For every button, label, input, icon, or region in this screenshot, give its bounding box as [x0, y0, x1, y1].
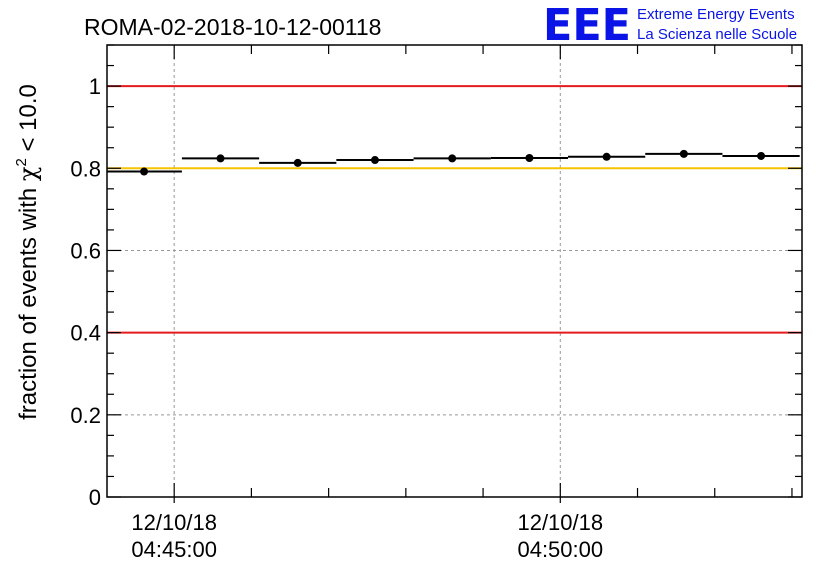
eee-logo-mark: EEE [543, 0, 631, 51]
x-tick-date-0: 12/10/18 [131, 510, 217, 535]
data-point-0 [140, 167, 149, 176]
plot-frame [106, 44, 803, 498]
reference-lines [107, 85, 802, 334]
data-point-6 [602, 152, 611, 161]
x-tick-time-0: 04:45:00 [131, 537, 217, 562]
y-axis-label: fraction of events with χ2 < 10.0 [13, 84, 42, 420]
tick-labels: 00.20.40.60.8112/10/1804:45:0012/10/1804… [70, 74, 603, 562]
data-point-7 [679, 149, 688, 158]
eee-logo-line2: La Scienza nelle Scuole [637, 26, 797, 43]
data-point-5 [525, 154, 534, 162]
data-points [107, 149, 800, 176]
y-tick-label-2: 0.4 [70, 321, 101, 346]
y-axis-label-prefix: fraction of events with [15, 181, 42, 420]
data-point-8 [757, 151, 766, 160]
y-tick-label-4: 0.8 [70, 156, 101, 181]
data-point-1 [216, 154, 225, 163]
x-tick-date-1: 12/10/18 [517, 510, 603, 535]
data-point-2 [293, 158, 302, 167]
y-tick-label-1: 0.2 [70, 403, 101, 428]
data-point-4 [448, 154, 457, 163]
y-axis-label-symbol: χ [14, 166, 42, 181]
data-point-3 [370, 156, 379, 165]
y-tick-label-3: 0.6 [70, 238, 101, 263]
y-tick-label-0: 0 [89, 485, 101, 510]
x-tick-time-1: 04:50:00 [517, 537, 603, 562]
y-axis-label-suffix: < 10.0 [15, 84, 42, 158]
eee-logo: EEE Extreme Energy Events La Scienza nel… [543, 0, 797, 51]
axes [106, 44, 803, 503]
grid-lines [107, 45, 802, 497]
y-tick-label-5: 1 [89, 74, 101, 99]
eee-logo-line1: Extreme Energy Events [637, 6, 795, 23]
chart-title: ROMA-02-2018-10-12-00118 [84, 14, 381, 40]
y-axis-label-superscript: 2 [13, 158, 30, 166]
